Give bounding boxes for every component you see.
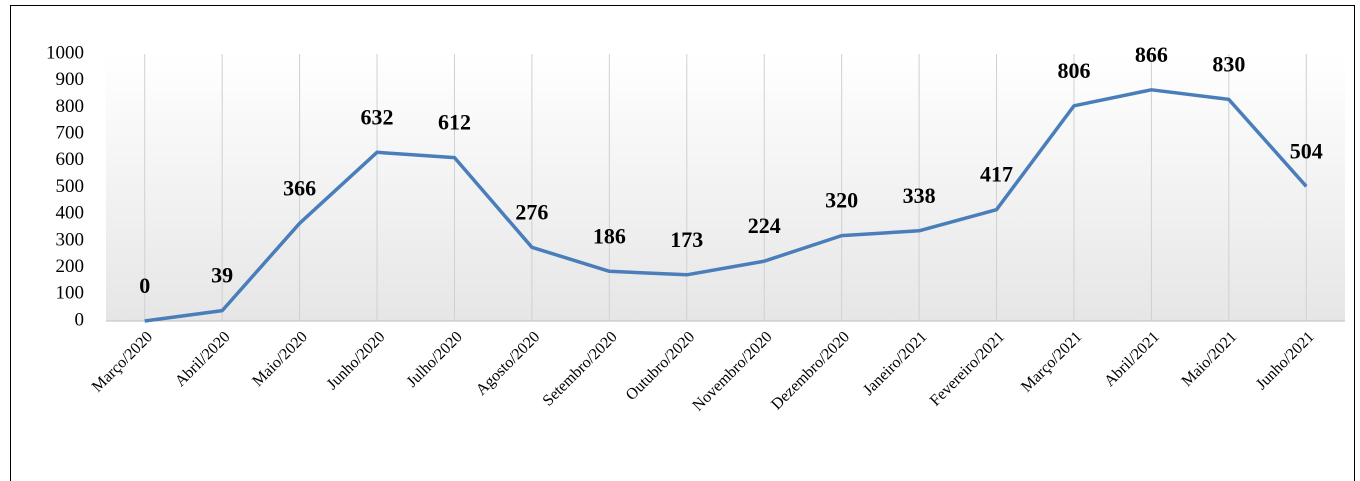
y-tick-label: 300: [56, 229, 85, 250]
x-tick-label: Abril/2020: [172, 328, 234, 390]
x-tick-label: Julho/2020: [404, 328, 466, 390]
data-label: 417: [980, 162, 1013, 187]
x-tick-label: Dezembro/2020: [768, 328, 853, 413]
x-tick-label: Agosto/2020: [473, 328, 543, 398]
x-tick-label: Maio/2020: [249, 328, 311, 390]
y-tick-label: 400: [56, 203, 85, 224]
y-tick-label: 600: [56, 149, 85, 170]
data-label: 504: [1290, 138, 1323, 163]
frame: [10, 5, 1355, 481]
x-tick-label: Março/2020: [89, 328, 156, 395]
data-label: 866: [1135, 42, 1168, 67]
x-tick-label: Junho/2021: [1253, 328, 1318, 393]
x-tick-label: Outubro/2020: [623, 328, 699, 404]
y-tick-label: 0: [75, 309, 85, 330]
y-tick-label: 900: [56, 69, 85, 90]
y-tick-label: 200: [56, 256, 85, 277]
x-tick-label: Abril/2021: [1101, 328, 1163, 390]
data-label: 338: [903, 183, 936, 208]
x-tick-label: Junho/2020: [324, 328, 389, 393]
y-tick-label: 100: [56, 283, 85, 304]
data-label: 39: [211, 263, 233, 288]
x-tick-label: Fevereiro/2021: [927, 328, 1008, 409]
y-tick-label: 700: [56, 122, 85, 143]
data-label: 612: [438, 110, 471, 135]
x-tick-label: Janeiro/2021: [860, 328, 930, 398]
data-label: 830: [1212, 51, 1245, 76]
line: [144, 88, 1308, 323]
x-tick-label: Novembro/2020: [689, 328, 775, 414]
data-label: 186: [593, 223, 626, 248]
data-label: 0: [139, 273, 150, 298]
data-label: 632: [361, 104, 394, 129]
data-label: 320: [825, 188, 858, 213]
y-tick-label: 500: [56, 176, 85, 197]
x-tick-label: Maio/2021: [1179, 328, 1241, 390]
x-tick-label: Setembro/2020: [540, 328, 621, 409]
data-label: 276: [515, 199, 548, 224]
y-tick-label: 1000: [46, 42, 84, 63]
data-label: 224: [748, 213, 781, 238]
x-tick-label: Março/2021: [1018, 328, 1085, 395]
data-label: 173: [670, 227, 703, 252]
data-label: 366: [283, 175, 316, 200]
y-tick-label: 800: [56, 96, 85, 117]
data-label: 806: [1057, 58, 1090, 83]
plot-background: [106, 54, 1345, 321]
